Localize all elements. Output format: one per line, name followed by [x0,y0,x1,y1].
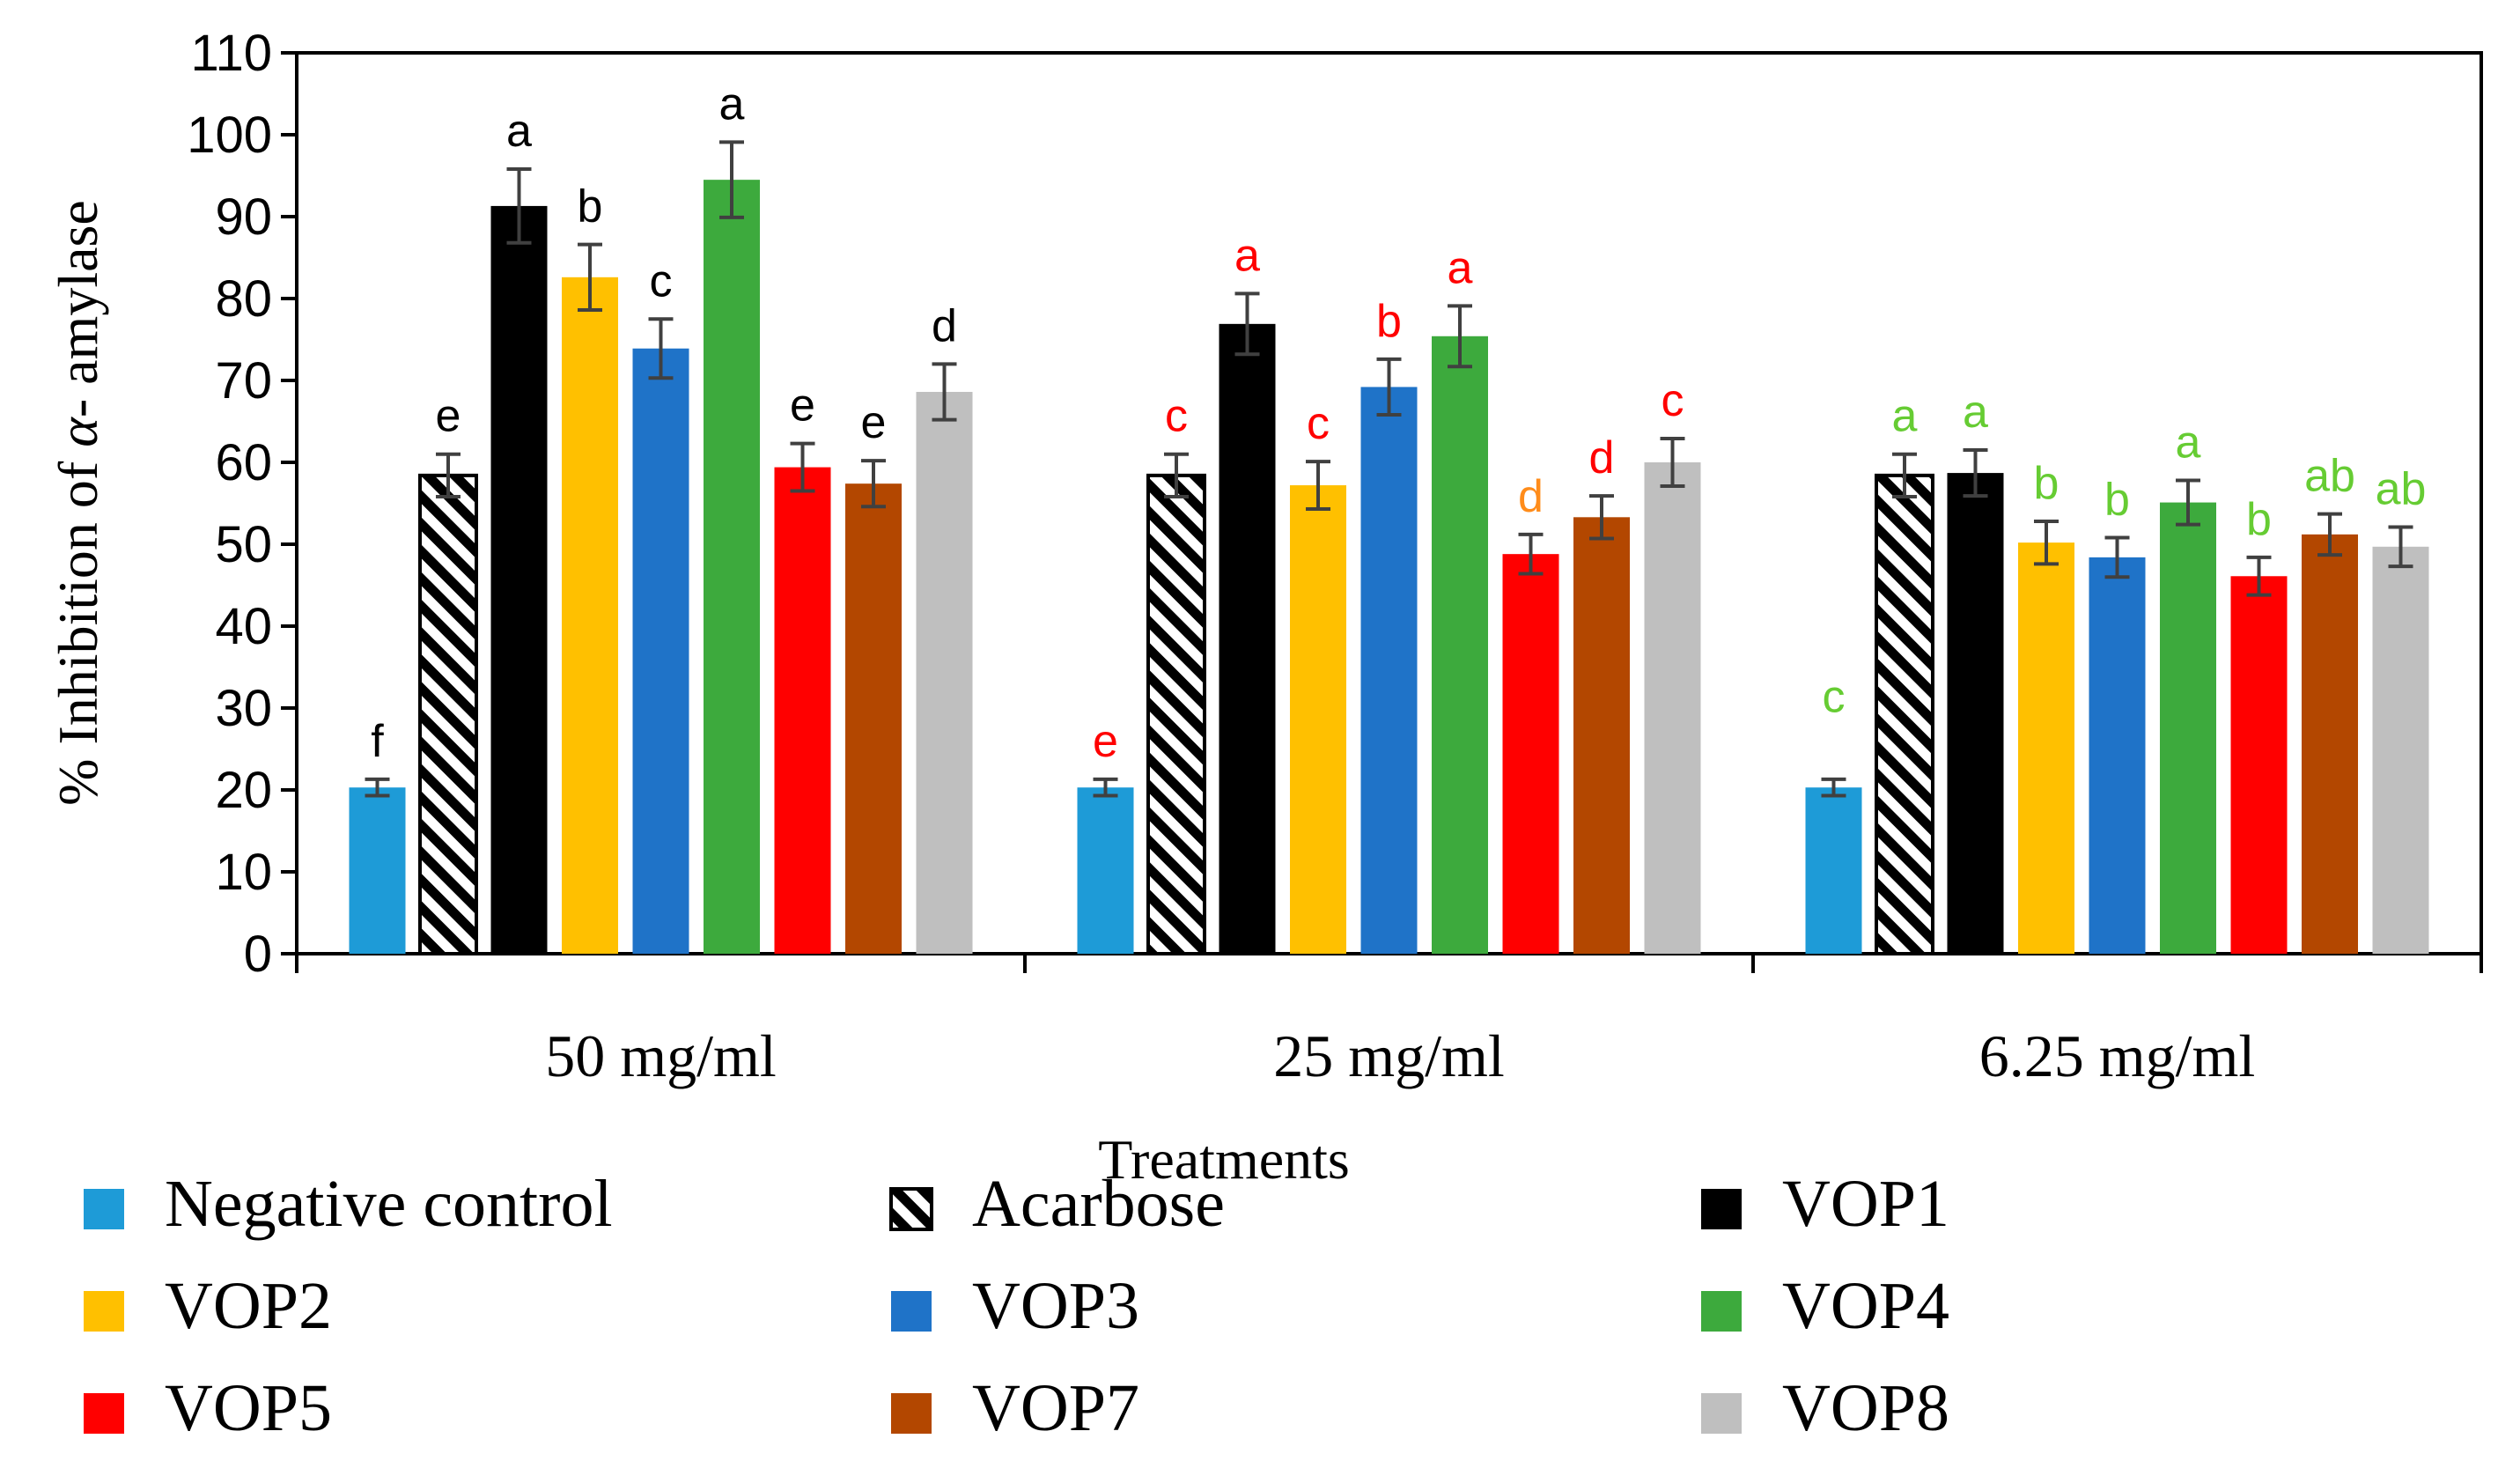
x-axis: 50 mg/ml 25 mg/ml 6.25 mg/ml [295,954,2483,1089]
y-tick-label: 110 [191,25,272,82]
significance-letter: b [2034,458,2059,509]
significance-letter: b [578,181,603,232]
bar [774,467,831,954]
y-axis-title: % Inhibition of α- amylase [47,200,109,806]
legend-swatch [889,1187,933,1231]
legend-swatch [1701,1393,1742,1434]
legend-label: VOP3 [972,1269,1139,1343]
legend-label: VOP8 [1782,1371,1949,1445]
bar [2302,534,2358,954]
bar [1290,485,1346,954]
legend-label: VOP4 [1782,1269,1949,1343]
bar [418,473,478,955]
significance-letter: b [2104,475,2130,526]
significance-letter: e [790,380,815,432]
significance-letter: c [1165,391,1188,442]
x-category-label: 50 mg/ml [545,1022,777,1089]
significance-letter: c [1823,672,1846,723]
bar [1573,517,1630,954]
significance-letter: a [719,78,745,129]
y-tick-label: 70 [215,352,272,409]
significance-letter: d [1589,432,1615,483]
significance-letter: b [1376,296,1402,347]
significance-letter: ab [2376,463,2427,514]
significance-letter: e [1093,716,1118,767]
bar [1077,787,1134,954]
legend-label: Acarbose [972,1167,1225,1241]
legend-label: VOP5 [165,1371,332,1445]
significance-letter: a [1448,242,1473,293]
legend-swatch [84,1189,124,1229]
legend-swatch [891,1393,932,1434]
y-tick-label: 20 [215,762,272,819]
bar [1644,462,1701,954]
significance-letter: d [1518,471,1544,522]
y-tick-label: 0 [244,926,272,983]
legend-swatch [84,1393,124,1434]
bar [2372,546,2429,954]
significance-letter: e [436,391,461,442]
significance-letter: c [1307,398,1330,449]
bar [1219,323,1276,955]
bar [845,483,902,954]
y-axis-title-prefix: % Inhibition of [47,447,109,806]
legend-label: Negative control [165,1167,613,1241]
y-tick-label: 30 [215,680,272,737]
significance-letter: a [506,106,532,157]
bar [1947,473,2004,954]
significance-letter: f [371,716,384,767]
y-tick-label: 10 [215,844,272,901]
y-tick-label: 100 [187,107,272,164]
significance-letter: d [932,300,957,351]
legend-label: VOP2 [165,1269,332,1343]
y-tick-label: 90 [215,188,272,246]
y-axis-title-suffix: - amylase [47,200,109,417]
bar [1805,787,1862,954]
x-axis-title: Treatments [1098,1128,1350,1191]
significance-letter: c [1662,375,1684,426]
y-tick-label: 50 [215,516,272,573]
bar [1875,473,1934,955]
bar [2230,576,2288,954]
significance-letter: ab [2304,451,2355,502]
bar [704,180,760,954]
legend-swatch [891,1291,932,1332]
significance-letter: a [2176,417,2201,468]
bars [349,140,2429,955]
significance-letter: a [1963,387,1988,438]
legend-label: VOP1 [1782,1167,1949,1241]
legend-swatch [1701,1189,1742,1229]
bar [562,277,618,954]
legend-swatch [84,1291,124,1332]
x-category-label: 6.25 mg/ml [1979,1022,2256,1089]
bar [349,787,406,954]
y-tick-label: 40 [215,598,272,655]
significance-letter: c [650,255,673,306]
bar [632,348,689,955]
y-axis-title-symbol: α [47,417,109,447]
legend: Negative control Acarbose VOP1 VOP2 VOP3 VOP4… [84,1167,1949,1445]
x-category-label: 25 mg/ml [1273,1022,1505,1089]
bar [916,392,973,954]
bar [2160,502,2216,954]
significance-letter: b [2246,494,2272,545]
bar [1146,473,1206,955]
significance-letter: e [861,397,887,448]
y-axis: 0 10 20 30 40 50 60 70 80 90 100 110 [187,25,297,983]
y-tick-label: 60 [215,434,272,491]
bar [490,205,548,954]
bar [2018,542,2074,954]
legend-swatch [1701,1291,1742,1332]
legend-label: VOP7 [972,1371,1139,1445]
y-tick-label: 80 [215,270,272,328]
significance-letter: a [1892,391,1918,442]
bar [1502,554,1559,954]
bar [2089,557,2146,954]
bar [1432,336,1488,954]
significance-letter: a [1234,230,1260,281]
bar [1360,387,1418,954]
